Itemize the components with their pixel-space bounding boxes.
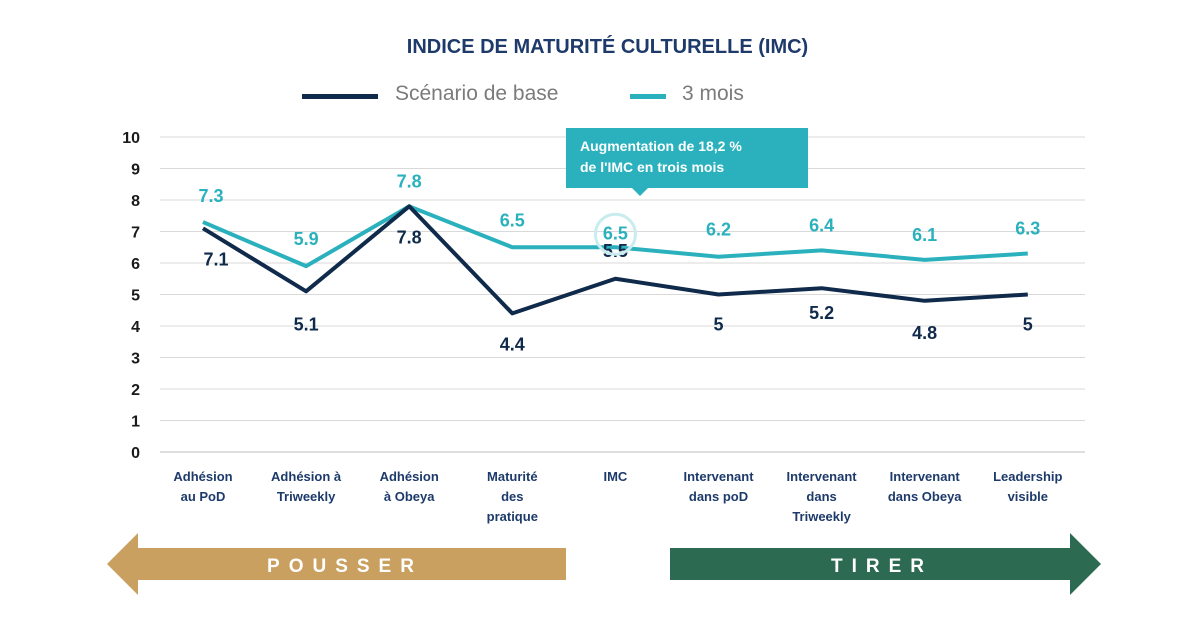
pousser-label: POUSSER — [267, 556, 423, 577]
data-label-3-mois: 7.8 — [397, 171, 422, 191]
series-lines — [201, 204, 1028, 316]
x-tick-label: IMC — [603, 469, 627, 484]
data-label-3-mois: 6.5 — [500, 210, 525, 230]
data-label-base: 5.1 — [294, 314, 319, 334]
y-tick-label: 5 — [131, 288, 140, 305]
data-labels: 7.1 5.1 7.8 4.4 5.5 5 5.2 4.8 5 7.3 5.9 7.8 6.5 6.5 6.… — [198, 171, 1040, 354]
data-label-3-mois: 6.3 — [1015, 219, 1040, 239]
data-label-base: 7.1 — [203, 249, 228, 269]
y-tick-label: 10 — [122, 130, 140, 147]
y-tick-label: 6 — [131, 256, 140, 273]
y-tick-label: 0 — [131, 445, 140, 462]
data-label-3-mois: 7.3 — [198, 186, 223, 206]
data-label-base: 4.4 — [500, 334, 525, 354]
data-label-base: 7.8 — [397, 227, 422, 247]
callout-text: de l'IMC en trois mois — [580, 159, 724, 175]
data-label-3-mois: 6.4 — [809, 215, 834, 235]
data-label-base: 5.2 — [809, 303, 834, 323]
x-axis: Adhésion au PoD Adhésion à Triweekly Adhésio… — [173, 469, 1062, 524]
y-tick-label: 9 — [131, 162, 140, 179]
y-tick-label: 8 — [131, 193, 140, 210]
legend-label-base: Scénario de base — [395, 82, 559, 105]
x-tick-label: Intervenant dans poD — [683, 469, 754, 504]
x-tick-label: Adhésion au PoD — [173, 469, 232, 504]
callout-box — [566, 128, 808, 196]
grid-lines — [160, 136, 1085, 453]
imc-callout: Augmentation de 18,2 % de l'IMC en trois … — [566, 128, 808, 256]
data-label-base: 5 — [713, 315, 723, 335]
legend-item-base: Scénario de base — [302, 82, 592, 108]
data-label-3-mois: 6.5 — [603, 223, 628, 243]
x-tick-label: Intervenant dans Obeya — [888, 469, 962, 504]
series-line-3-mois — [202, 204, 1028, 269]
data-label-3-mois: 5.9 — [294, 229, 319, 249]
tirer-label: TIRER — [831, 556, 933, 577]
x-tick-label: Maturité des pratique — [487, 469, 538, 524]
x-tick-label: Adhésion à Triweekly — [271, 469, 342, 504]
y-axis: 0 1 2 3 4 5 6 7 8 9 10 — [122, 130, 140, 462]
data-label-3-mois: 6.1 — [912, 225, 937, 245]
legend-item-3-mois: 3 mois — [630, 82, 770, 108]
callout-text: Augmentation de 18,2 % — [580, 138, 742, 154]
legend-label-3-mois: 3 mois — [682, 82, 744, 105]
data-label-3-mois: 6.2 — [706, 220, 731, 240]
data-label-base: 5 — [1023, 315, 1033, 335]
series-line-base — [201, 204, 1028, 316]
y-tick-label: 2 — [131, 382, 140, 399]
legend-swatch-base — [302, 94, 378, 99]
tirer-arrow — [670, 533, 1101, 595]
y-tick-label: 3 — [131, 351, 140, 368]
x-tick-label: Leadership visible — [993, 469, 1062, 504]
y-tick-label: 1 — [131, 414, 140, 431]
x-tick-label: Intervenant dans Triweekly — [787, 469, 858, 524]
data-label-base: 4.8 — [912, 323, 937, 343]
y-tick-label: 4 — [131, 319, 140, 336]
pousser-arrow — [107, 533, 566, 595]
x-tick-label: Adhésion à Obeya — [380, 469, 439, 504]
data-label-base: 5.5 — [603, 241, 628, 261]
imc-highlight-circle — [593, 212, 637, 256]
y-tick-label: 7 — [131, 225, 140, 242]
chart-title: INDICE DE MATURITÉ CULTURELLE (IMC) — [406, 36, 809, 58]
push-pull-arrows: POUSSER TIRER — [107, 533, 1101, 595]
legend-swatch-3-mois — [630, 94, 666, 99]
